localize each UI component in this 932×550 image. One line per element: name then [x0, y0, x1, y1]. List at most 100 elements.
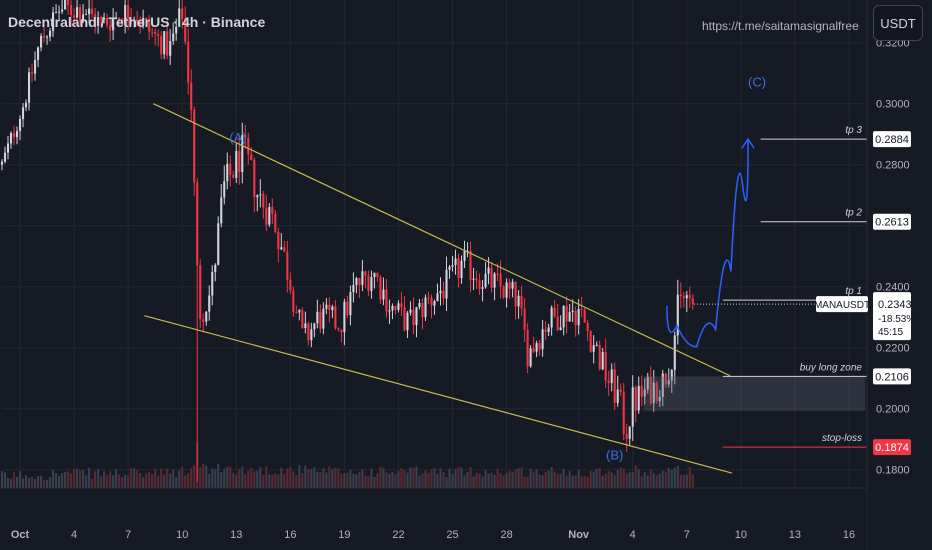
candle-body [376, 272, 379, 277]
symbol-tag [816, 296, 868, 313]
volume-bar [313, 467, 316, 488]
volume-bar [589, 470, 592, 488]
candle-body [235, 150, 238, 178]
volume-bar [148, 471, 151, 488]
candle-body [538, 342, 541, 350]
candle-body [388, 310, 391, 312]
volume-bar [499, 473, 502, 488]
volume-bar [457, 466, 460, 488]
candle-body [553, 307, 556, 317]
volume-bar [385, 472, 388, 488]
volume-bar [382, 467, 385, 488]
telegram-link[interactable]: https://t.me/saitamasignalfree [702, 19, 859, 33]
volume-bar [463, 475, 466, 488]
volume-bar [94, 471, 97, 488]
volume-bar [124, 474, 127, 488]
volume-bar [340, 473, 343, 488]
volume-bar [604, 473, 607, 488]
volume-bar [460, 467, 463, 488]
candle-body [118, 17, 121, 20]
volume-bar [115, 469, 118, 488]
candle-body [475, 278, 478, 281]
volume-bar [271, 474, 274, 488]
candle-body [505, 282, 508, 298]
candle-body [487, 267, 490, 274]
volume-bar [535, 469, 538, 488]
candle-body [55, 12, 58, 14]
candle-body [52, 12, 55, 31]
volume-bar [445, 477, 448, 488]
volume-bar [595, 468, 598, 488]
currency-button[interactable]: USDT [873, 5, 923, 41]
volume-bar [15, 476, 19, 488]
volume-bar [544, 471, 547, 488]
volume-bar [655, 475, 658, 488]
volume-bar [256, 470, 259, 488]
candle-body [658, 397, 661, 402]
volume-bar [631, 471, 634, 488]
candle-body [331, 306, 334, 311]
candle-body [655, 382, 658, 402]
volume-bar [358, 471, 361, 488]
volume-bar [592, 471, 595, 488]
volume-bar [586, 477, 589, 488]
candle-body [514, 281, 517, 307]
volume-bar [526, 476, 529, 488]
x-tick-label: 4 [71, 529, 77, 541]
volume-bar [187, 473, 190, 488]
volume-bar [163, 474, 166, 488]
volume-bar [142, 477, 145, 488]
volume-bar [562, 468, 565, 488]
candle-body [310, 329, 313, 341]
x-tick-label: 16 [284, 529, 296, 541]
candle-body [18, 118, 22, 131]
candle-body [277, 231, 280, 250]
volume-bar [364, 475, 367, 488]
candle-body [58, 11, 61, 13]
candle-body [36, 47, 40, 60]
volume-bar [454, 469, 457, 488]
volume-bar [688, 467, 691, 488]
volume-bar [172, 469, 175, 488]
candle-body [265, 207, 268, 225]
candle-body [178, 8, 181, 27]
candle-body [493, 273, 496, 288]
candle-body [46, 36, 49, 38]
volume-bar [130, 468, 133, 488]
candle-body [340, 329, 343, 333]
volume-bar [667, 467, 670, 488]
volume-bar [127, 475, 130, 488]
volume-bar [325, 472, 328, 488]
volume-bar [295, 475, 298, 488]
volume-bar [238, 468, 241, 488]
volume-bar [217, 463, 220, 488]
volume-bar [523, 477, 526, 488]
volume-bar [679, 474, 682, 488]
volume-bar [388, 473, 391, 488]
candle-body [460, 260, 463, 279]
volume-bar [36, 476, 40, 488]
candle-body [325, 304, 328, 309]
volume-bar [52, 470, 55, 488]
volume-bar [427, 472, 430, 488]
candle-body [469, 250, 472, 280]
volume-bar [577, 470, 580, 488]
volume-bar [640, 476, 643, 488]
candle-body [223, 181, 226, 198]
candle-body [151, 31, 154, 33]
volume-bar [292, 471, 295, 488]
volume-bar [625, 473, 628, 488]
candle-body [457, 258, 460, 279]
volume-bar [466, 471, 469, 488]
level-name-label: tp 1 [845, 286, 862, 297]
candle-body [664, 373, 667, 385]
time-axis-background [0, 488, 867, 550]
volume-bar [661, 470, 664, 488]
current-price-tag [873, 296, 911, 341]
candle-body [21, 107, 25, 119]
volume-bar [301, 473, 304, 488]
volume-bar [307, 469, 310, 488]
volume-bar [3, 472, 7, 488]
volume-bar [109, 471, 112, 488]
